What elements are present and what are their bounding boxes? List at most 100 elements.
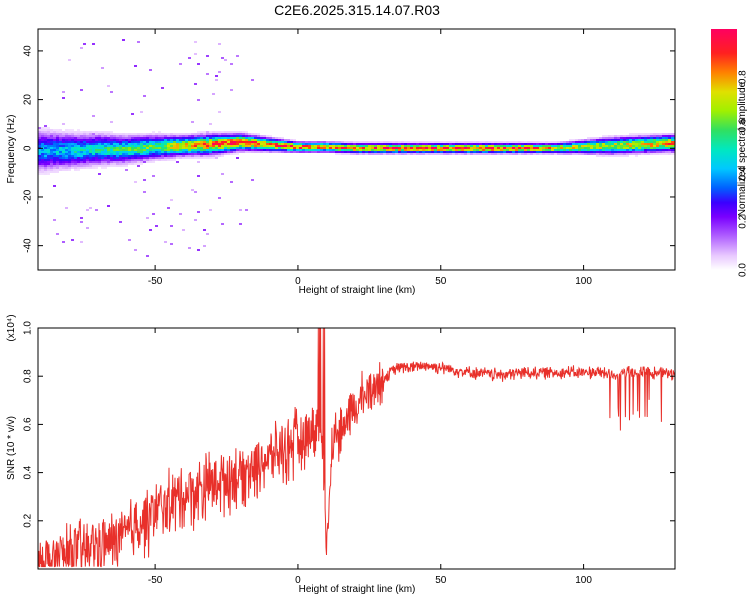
heatmap-cell [149, 155, 152, 157]
heatmap-cell [92, 43, 95, 45]
heatmap-cell [332, 143, 335, 145]
heatmap-cell [113, 137, 116, 139]
heatmap-cell [218, 43, 221, 45]
heatmap-cell [164, 145, 167, 147]
heatmap-cell [341, 147, 344, 149]
heatmap-cell [161, 139, 164, 141]
heatmap-cell [623, 135, 626, 137]
heatmap-cell [65, 143, 68, 145]
heatmap-cell [353, 151, 356, 153]
heatmap-cell [185, 151, 188, 153]
heatmap-cell [458, 149, 461, 151]
heatmap-cell [74, 131, 77, 133]
heatmap-cell [668, 143, 671, 145]
heatmap-cell [287, 149, 290, 151]
heatmap-cell [638, 141, 641, 143]
heatmap-cell [215, 155, 218, 157]
heatmap-cell [629, 151, 632, 153]
heatmap-cell [329, 147, 332, 149]
heatmap-cell [59, 169, 62, 171]
heatmap-cell [50, 157, 53, 159]
heatmap-cell [662, 133, 665, 135]
heatmap-cell [323, 147, 326, 149]
heatmap-cell [617, 139, 620, 141]
heatmap-cell [71, 137, 74, 139]
heatmap-cell [47, 139, 50, 141]
heatmap-cell [230, 139, 233, 141]
heatmap-cell [158, 143, 161, 145]
heatmap-cell [638, 149, 641, 151]
heatmap-cell [86, 151, 89, 153]
heatmap-cell [659, 145, 662, 147]
heatmap-cell [158, 155, 161, 157]
heatmap-cell [104, 165, 107, 167]
heatmap-cell [659, 143, 662, 145]
heatmap-cell [164, 143, 167, 145]
heatmap-cell [122, 133, 125, 135]
heatmap-cell [449, 145, 452, 147]
heatmap-cell [107, 159, 110, 161]
heatmap-cell [254, 141, 257, 143]
heatmap-cell [296, 151, 299, 153]
heatmap-cell [185, 141, 188, 143]
heatmap-cell [68, 141, 71, 143]
heatmap-cell [329, 143, 332, 145]
heatmap-cell [278, 143, 281, 145]
heatmap-cell [650, 153, 653, 155]
heatmap-cell [92, 147, 95, 149]
heatmap-cell [236, 55, 239, 57]
heatmap-cell [98, 163, 101, 165]
heatmap-cell [605, 139, 608, 141]
heatmap-cell [41, 173, 44, 175]
heatmap-cell [635, 143, 638, 145]
heatmap-cell [530, 145, 533, 147]
heatmap-cell [74, 167, 77, 169]
heatmap-cell [560, 145, 563, 147]
heatmap-cell [125, 137, 128, 139]
heatmap-cell [602, 145, 605, 147]
heatmap-cell [209, 143, 212, 145]
heatmap-cell [98, 133, 101, 135]
heatmap-cell [635, 135, 638, 137]
heatmap-cell [131, 133, 134, 135]
heatmap-cell [287, 143, 290, 145]
heatmap-cell [641, 145, 644, 147]
heatmap-cell [467, 141, 470, 143]
heatmap-cell [440, 153, 443, 155]
heatmap-cell [50, 163, 53, 165]
heatmap-cell [461, 147, 464, 149]
heatmap-cell [209, 209, 212, 211]
heatmap-cell [656, 141, 659, 143]
heatmap-cell [251, 141, 254, 143]
heatmap-cell [80, 221, 83, 223]
heatmap-cell [116, 161, 119, 163]
heatmap-cell [368, 141, 371, 143]
heatmap-cell [524, 141, 527, 143]
heatmap-cell [83, 139, 86, 141]
heatmap-cell [167, 157, 170, 159]
heatmap-cell [95, 155, 98, 157]
heatmap-cell [251, 143, 254, 145]
heatmap-cell [641, 139, 644, 141]
heatmap-cell [314, 151, 317, 153]
heatmap-cell [407, 153, 410, 155]
heatmap-cell [62, 165, 65, 167]
heatmap-cell [569, 149, 572, 151]
heatmap-cell [542, 149, 545, 151]
heatmap-cell [224, 135, 227, 137]
heatmap-cell [191, 157, 194, 159]
heatmap-cell [605, 145, 608, 147]
heatmap-cell [617, 147, 620, 149]
heatmap-cell [644, 149, 647, 151]
heatmap-cell [302, 149, 305, 151]
heatmap-cell [56, 153, 59, 155]
heatmap-cell [629, 149, 632, 151]
heatmap-cell [104, 147, 107, 149]
heatmap-cell [155, 133, 158, 135]
heatmap-cell [626, 143, 629, 145]
heatmap-cell [362, 153, 365, 155]
heatmap-cell [563, 149, 566, 151]
heatmap-cell [419, 149, 422, 151]
heatmap-cell [218, 71, 221, 73]
heatmap-cell [545, 153, 548, 155]
